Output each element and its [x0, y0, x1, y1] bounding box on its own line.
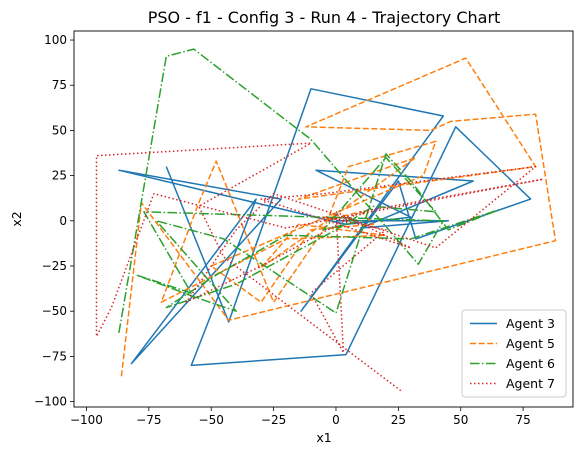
- legend-label-3: Agent 6: [506, 356, 555, 371]
- y-tick-label: −100: [34, 395, 67, 409]
- legend-label-2: Agent 5: [506, 336, 555, 351]
- x-tick-label: 25: [391, 413, 406, 427]
- x-tick-label: −25: [261, 413, 286, 427]
- x-tick-label: 50: [453, 413, 468, 427]
- x-tick-label: −50: [199, 413, 224, 427]
- legend-box: [461, 309, 567, 398]
- y-tick-label: 0: [59, 214, 67, 228]
- y-axis-label: x2: [9, 211, 24, 226]
- legend-label-4: Agent 7: [506, 376, 555, 391]
- y-axis: −100 −75 −50 −25 0 25 50 75 100: [34, 33, 74, 409]
- x-tick-label: 75: [515, 413, 530, 427]
- y-tick-label: −25: [42, 259, 67, 273]
- plot-series: [95, 48, 557, 392]
- x-axis-label: x1: [316, 430, 331, 445]
- legend: Agent 3 Agent 5 Agent 6 Agent 7: [461, 309, 567, 398]
- y-tick-label: −50: [42, 304, 67, 318]
- x-tick-label: 0: [332, 413, 340, 427]
- legend-label-1: Agent 3: [506, 316, 555, 331]
- y-tick-label: 75: [52, 78, 67, 92]
- x-axis: −100 −75 −50 −25 0 25 50 75: [70, 407, 531, 427]
- plot-frame: [73, 30, 574, 408]
- y-tick-label: 100: [44, 33, 67, 47]
- series-line-1: [118, 88, 532, 367]
- x-tick-label: −100: [70, 413, 103, 427]
- y-tick-label: 25: [52, 169, 67, 183]
- chart-title: PSO - f1 - Config 3 - Run 4 - Trajectory…: [148, 8, 501, 27]
- x-tick-label: −75: [136, 413, 161, 427]
- series-line-4: [95, 142, 544, 392]
- y-tick-label: 50: [52, 123, 67, 137]
- y-tick-label: −75: [42, 349, 67, 363]
